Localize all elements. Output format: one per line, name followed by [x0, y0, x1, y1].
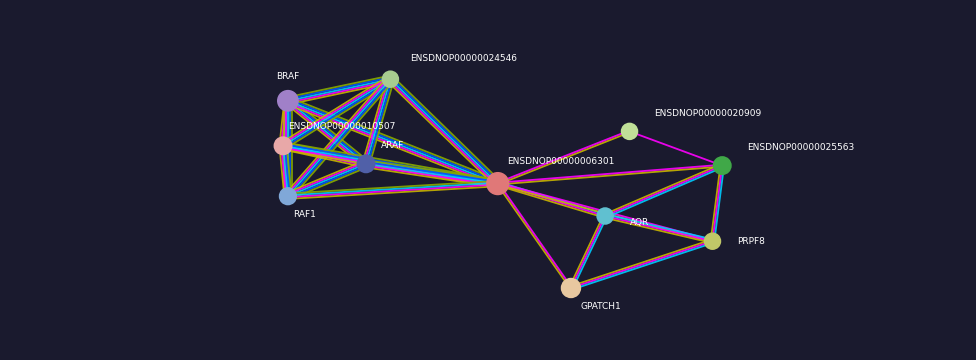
- Text: ENSDNOP00000025563: ENSDNOP00000025563: [747, 143, 854, 152]
- Circle shape: [274, 137, 292, 154]
- Circle shape: [383, 71, 398, 87]
- Circle shape: [561, 279, 581, 297]
- Text: ARAF: ARAF: [381, 141, 404, 150]
- Text: ENSDNOP00000010507: ENSDNOP00000010507: [288, 122, 395, 131]
- Circle shape: [278, 91, 298, 111]
- Circle shape: [622, 123, 637, 139]
- Text: GPATCH1: GPATCH1: [581, 302, 622, 311]
- Text: RAF1: RAF1: [293, 210, 315, 219]
- Circle shape: [280, 188, 296, 204]
- Circle shape: [357, 155, 375, 172]
- Circle shape: [713, 157, 731, 174]
- Text: BRAF: BRAF: [276, 72, 300, 81]
- Text: AQR: AQR: [630, 218, 649, 227]
- Text: ENSDNOP00000024546: ENSDNOP00000024546: [410, 54, 517, 63]
- Circle shape: [705, 233, 720, 249]
- Text: PRPF8: PRPF8: [737, 237, 765, 246]
- Text: ENSDNOP00000006301: ENSDNOP00000006301: [508, 157, 615, 166]
- Text: ENSDNOP00000020909: ENSDNOP00000020909: [654, 109, 761, 118]
- Circle shape: [487, 173, 508, 194]
- Circle shape: [597, 208, 613, 224]
